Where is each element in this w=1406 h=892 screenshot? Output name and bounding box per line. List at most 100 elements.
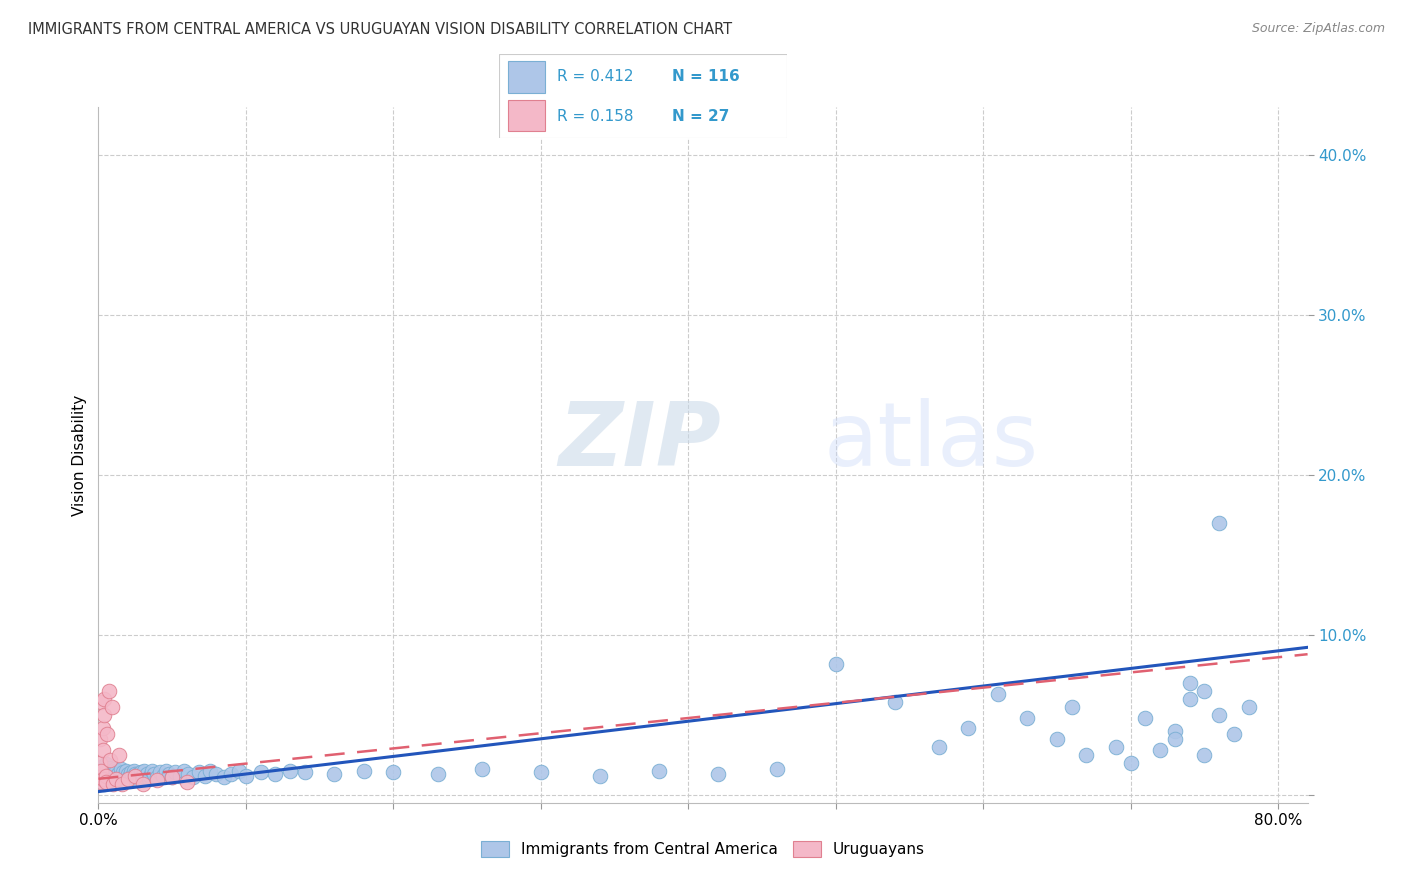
- Point: [89, 762, 111, 776]
- Point: [94, 775, 117, 789]
- Point: [124, 767, 146, 781]
- Point: [987, 687, 1010, 701]
- Point: [96, 727, 118, 741]
- Point: [228, 764, 250, 778]
- Text: R = 0.412: R = 0.412: [557, 70, 633, 85]
- Point: [124, 769, 146, 783]
- Point: [194, 769, 217, 783]
- Point: [928, 739, 950, 754]
- Point: [90, 770, 112, 784]
- Point: [235, 769, 257, 783]
- Point: [93, 765, 115, 780]
- Point: [278, 764, 301, 778]
- Point: [90, 765, 112, 780]
- Point: [90, 761, 112, 775]
- Point: [94, 769, 117, 783]
- Point: [212, 770, 235, 784]
- Point: [93, 761, 115, 775]
- Point: [1223, 727, 1246, 741]
- Point: [1046, 731, 1069, 746]
- Point: [91, 772, 114, 786]
- Point: [101, 776, 124, 790]
- Point: [1149, 743, 1171, 757]
- Point: [90, 775, 112, 789]
- Text: ZIP: ZIP: [558, 398, 721, 484]
- Point: [173, 764, 195, 778]
- Point: [765, 762, 787, 776]
- Point: [134, 764, 156, 778]
- Point: [1135, 711, 1157, 725]
- Text: N = 27: N = 27: [672, 109, 730, 124]
- Point: [110, 769, 132, 783]
- Point: [219, 767, 242, 781]
- FancyBboxPatch shape: [499, 54, 787, 138]
- Point: [107, 767, 129, 781]
- Point: [264, 767, 287, 781]
- Text: atlas: atlas: [824, 398, 1039, 484]
- Point: [127, 767, 149, 781]
- Point: [323, 767, 346, 781]
- Point: [138, 772, 160, 786]
- Point: [91, 764, 114, 778]
- Point: [90, 695, 112, 709]
- Point: [136, 767, 159, 781]
- Point: [118, 770, 141, 784]
- Point: [93, 776, 115, 790]
- Point: [98, 773, 121, 788]
- Point: [89, 767, 111, 781]
- Point: [101, 765, 124, 780]
- Point: [89, 772, 111, 786]
- Point: [104, 762, 127, 776]
- Point: [155, 764, 177, 778]
- Point: [100, 770, 122, 784]
- Point: [294, 765, 316, 780]
- Bar: [508, 100, 546, 131]
- Point: [353, 764, 375, 778]
- Point: [957, 721, 980, 735]
- Point: [706, 767, 728, 781]
- Point: [149, 765, 172, 780]
- Point: [91, 769, 114, 783]
- Point: [111, 770, 134, 784]
- Point: [100, 764, 122, 778]
- Point: [1060, 699, 1083, 714]
- Point: [97, 761, 120, 775]
- Point: [108, 747, 131, 762]
- Point: [96, 762, 118, 776]
- Point: [471, 762, 494, 776]
- Point: [1164, 731, 1187, 746]
- Point: [104, 769, 127, 783]
- Point: [91, 759, 114, 773]
- Point: [117, 772, 139, 786]
- Point: [1237, 699, 1260, 714]
- Point: [1178, 676, 1201, 690]
- Point: [177, 767, 200, 781]
- Point: [120, 765, 142, 780]
- Point: [97, 683, 120, 698]
- Point: [114, 769, 136, 783]
- Point: [96, 775, 118, 789]
- Point: [129, 765, 152, 780]
- Text: IMMIGRANTS FROM CENTRAL AMERICA VS URUGUAYAN VISION DISABILITY CORRELATION CHART: IMMIGRANTS FROM CENTRAL AMERICA VS URUGU…: [28, 22, 733, 37]
- Point: [105, 772, 128, 786]
- Point: [1119, 756, 1142, 770]
- Point: [1194, 747, 1216, 762]
- Point: [131, 776, 153, 790]
- Point: [131, 769, 153, 783]
- Point: [169, 769, 191, 783]
- Point: [89, 756, 111, 770]
- Point: [160, 770, 183, 784]
- Point: [98, 767, 121, 781]
- Point: [128, 770, 150, 784]
- Point: [115, 764, 138, 778]
- Point: [165, 765, 187, 780]
- Point: [200, 764, 222, 778]
- Point: [1164, 723, 1187, 738]
- Point: [125, 772, 148, 786]
- Text: R = 0.158: R = 0.158: [557, 109, 633, 124]
- Point: [382, 765, 405, 780]
- Point: [1178, 691, 1201, 706]
- Point: [1208, 707, 1230, 722]
- Point: [108, 772, 131, 786]
- Point: [181, 770, 204, 784]
